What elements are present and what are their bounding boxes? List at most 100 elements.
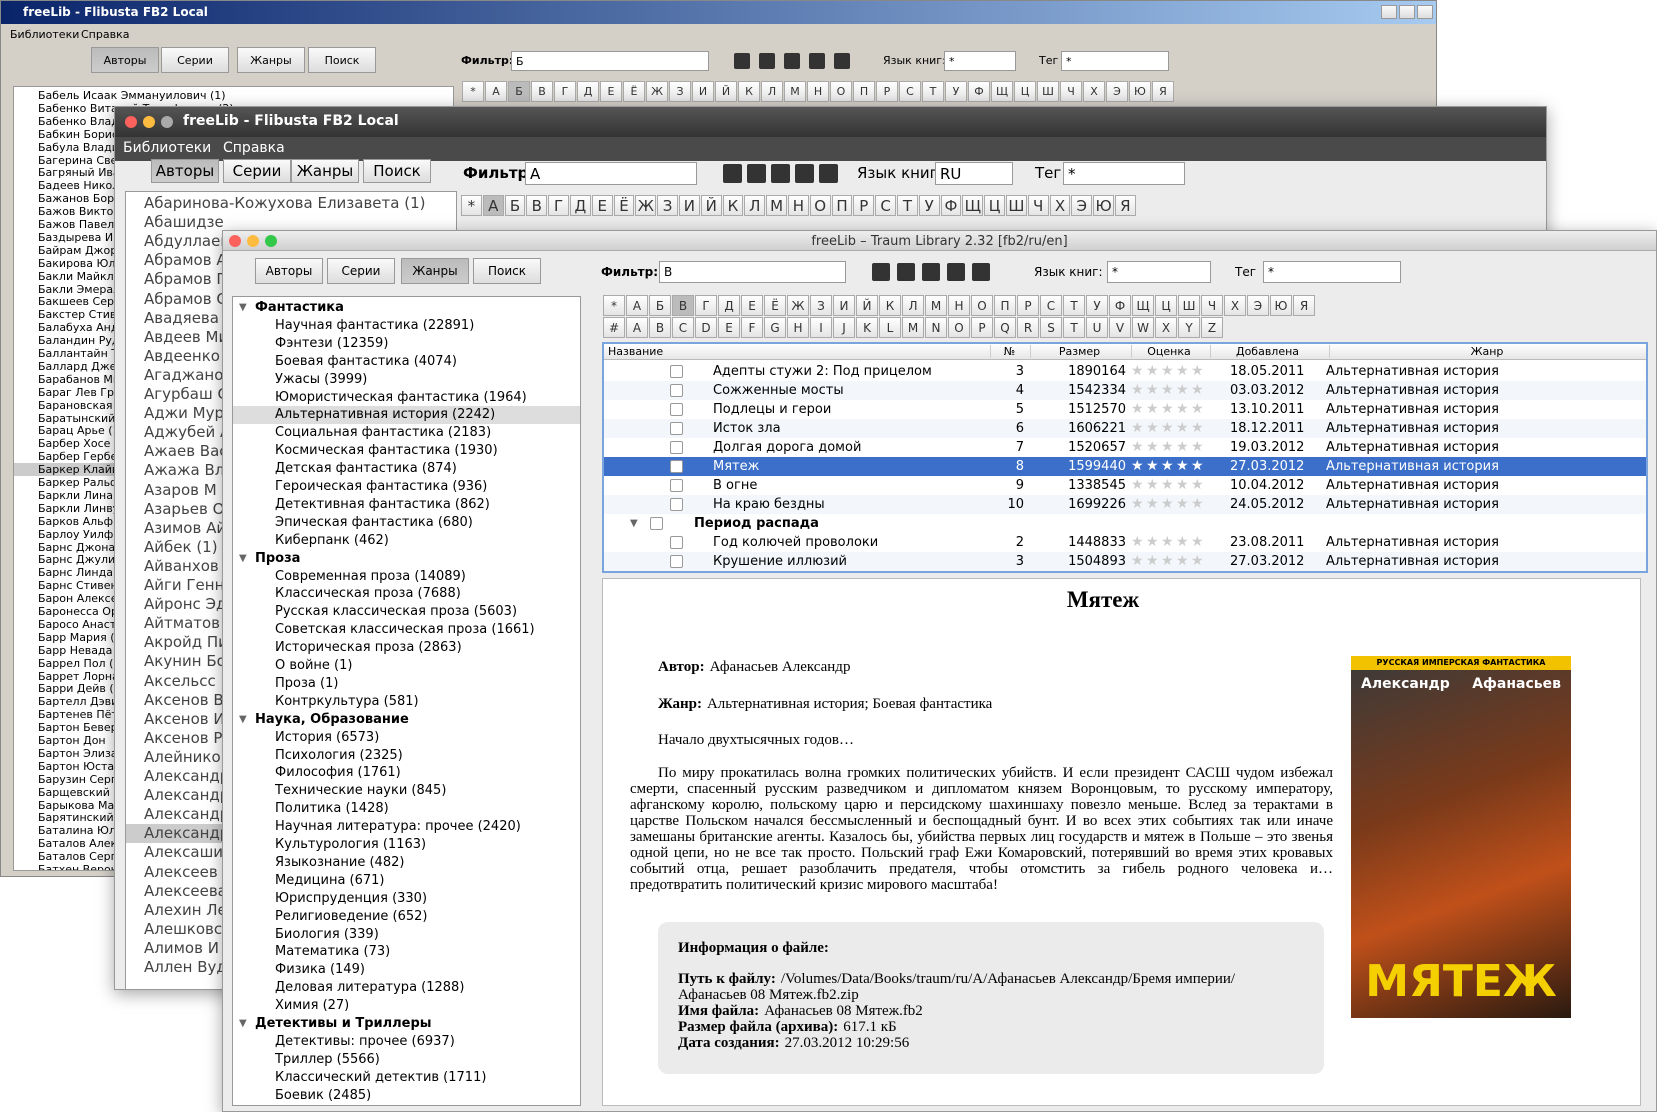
row-checkbox[interactable]: [670, 441, 683, 454]
author-item[interactable]: Багерина Све: [38, 153, 118, 167]
author-item[interactable]: Бакли Эмераль: [38, 282, 127, 296]
rating-star[interactable]: ★: [1161, 496, 1174, 512]
column-header[interactable]: Размер: [1030, 345, 1128, 358]
author-item[interactable]: Аджи Мур: [144, 404, 225, 423]
author-item[interactable]: Барыкова Мари: [38, 798, 129, 812]
tab-button[interactable]: Поиск: [308, 47, 376, 73]
letter-button[interactable]: А: [485, 81, 507, 102]
rating-star[interactable]: ★: [1131, 382, 1144, 398]
window-control[interactable]: [143, 116, 155, 128]
letter-button[interactable]: Н: [807, 81, 829, 102]
tool-icon[interactable]: [747, 164, 766, 183]
letter-button[interactable]: И: [679, 195, 700, 216]
letter-button[interactable]: H: [787, 317, 809, 338]
author-item[interactable]: Барац Арье (1): [38, 424, 124, 438]
letter-button[interactable]: О: [971, 295, 993, 316]
tree-arrow[interactable]: ▼: [239, 713, 247, 725]
genre-item[interactable]: Психология (2325): [275, 747, 403, 763]
author-item[interactable]: Аксенов И: [144, 709, 225, 728]
tree-arrow[interactable]: ▼: [239, 1018, 247, 1029]
tab-button[interactable]: Серии: [223, 159, 291, 183]
author-item[interactable]: Алексеева: [144, 881, 227, 900]
author-item[interactable]: Баррел Пол (1): [38, 656, 125, 670]
author-item[interactable]: Барщевский Я: [38, 785, 122, 799]
letter-button[interactable]: В: [672, 295, 694, 316]
rating-star[interactable]: ★: [1161, 439, 1174, 455]
letter-button[interactable]: Щ: [991, 81, 1013, 102]
genre-item[interactable]: Философия (1761): [275, 765, 401, 781]
author-item[interactable]: Абдуллаев: [144, 232, 230, 251]
author-item[interactable]: Бабкин Борис (: [38, 127, 126, 141]
author-item[interactable]: Бартон Беверл: [38, 721, 125, 735]
letter-button[interactable]: Я: [1152, 81, 1174, 102]
rating-star[interactable]: ★: [1146, 477, 1159, 493]
author-item[interactable]: Баркер Ральф: [38, 476, 120, 489]
letter-button[interactable]: Е: [591, 195, 613, 216]
author-item[interactable]: Баррет Лорна (: [38, 669, 127, 683]
author-item[interactable]: Александр: [144, 805, 230, 824]
letter-button[interactable]: Й: [715, 81, 737, 102]
letter-button[interactable]: У: [918, 195, 940, 216]
author-item[interactable]: Бадеев Никола: [38, 179, 126, 193]
tree-arrow[interactable]: ▼: [239, 302, 247, 313]
letter-button[interactable]: Р: [1017, 295, 1039, 316]
genre-item[interactable]: Современная проза (14089): [275, 568, 466, 584]
author-item[interactable]: Бакирова Юлия: [38, 256, 130, 270]
author-item[interactable]: Авадяева: [144, 308, 219, 327]
tool-icon[interactable]: [759, 53, 775, 69]
author-item[interactable]: Айтматов: [144, 614, 221, 633]
rating-star[interactable]: ★: [1146, 458, 1159, 474]
author-item[interactable]: Агурбаш С: [144, 385, 228, 403]
rating-star[interactable]: ★: [1146, 382, 1159, 398]
letter-button[interactable]: P: [971, 317, 993, 338]
rating-star[interactable]: ★: [1161, 458, 1174, 474]
letter-button[interactable]: Щ: [962, 195, 984, 216]
column-header[interactable]: Жанр: [1329, 345, 1644, 358]
rating-star[interactable]: ★: [1191, 363, 1204, 379]
author-item[interactable]: Бажов Павел П: [38, 218, 126, 231]
rating-star[interactable]: ★: [1191, 420, 1204, 436]
author-item[interactable]: Барабанов Мих: [38, 372, 127, 386]
author-item[interactable]: Айванхов: [144, 556, 219, 575]
genre-item[interactable]: Героическая фантастика (936): [275, 479, 488, 494]
tool-icon[interactable]: [784, 53, 800, 69]
rating-star[interactable]: ★: [1131, 363, 1144, 379]
letter-button[interactable]: Э: [1247, 295, 1269, 316]
menu-item[interactable]: Справка: [81, 28, 130, 41]
table-row[interactable]: Долгая дорога домой 7 1520657 ★ ★ ★ ★ ★ 19.03.20…: [604, 438, 1646, 457]
rating-star[interactable]: ★: [1146, 420, 1159, 436]
author-item[interactable]: Баллантайн Т: [38, 347, 118, 360]
letter-button[interactable]: Ф: [1109, 295, 1131, 316]
tab-button[interactable]: Жанры: [401, 258, 469, 284]
genre-item[interactable]: Физика (149): [275, 962, 365, 978]
series-group[interactable]: Период распада: [694, 516, 819, 531]
letter-button[interactable]: Б: [504, 195, 526, 216]
genre-item[interactable]: Ужасы (3999): [275, 371, 368, 387]
genre-item[interactable]: Научная фантастика (22891): [275, 317, 475, 333]
rating-star[interactable]: ★: [1176, 496, 1189, 512]
letter-button[interactable]: Ч: [1201, 295, 1223, 316]
author-item[interactable]: Алимов И: [144, 938, 219, 957]
letter-button[interactable]: Ц: [1155, 295, 1177, 316]
letter-button[interactable]: T: [1063, 317, 1085, 338]
author-item[interactable]: Барри Дейв (1): [38, 682, 125, 696]
author-item[interactable]: Абрамов С: [144, 289, 227, 308]
letter-button[interactable]: В: [526, 195, 548, 216]
table-row[interactable]: В огне 9 1338545 ★ ★ ★ ★ ★ 10.04.2012 Альтернатив…: [604, 476, 1646, 495]
column-header[interactable]: Оценка: [1131, 345, 1206, 358]
rating-star[interactable]: ★: [1131, 553, 1144, 569]
row-checkbox[interactable]: [670, 460, 683, 473]
letter-button[interactable]: Л: [744, 195, 766, 216]
genre-item[interactable]: Детективы: прочее (6937): [275, 1033, 455, 1049]
rating-star[interactable]: ★: [1176, 420, 1189, 436]
table-row[interactable]: Исток зла 6 1606221 ★ ★ ★ ★ ★ 18.12.2011 Альтерна…: [604, 419, 1646, 438]
letter-button[interactable]: D: [695, 317, 717, 338]
letter-button[interactable]: Ю: [1093, 195, 1114, 216]
letter-button[interactable]: С: [875, 195, 896, 216]
letter-button[interactable]: Ё: [613, 195, 635, 216]
rating-star[interactable]: ★: [1161, 363, 1174, 379]
letter-button[interactable]: М: [784, 81, 806, 102]
letter-button[interactable]: Т: [897, 195, 918, 216]
letter-button[interactable]: C: [672, 317, 694, 338]
letter-button[interactable]: А: [626, 295, 648, 316]
